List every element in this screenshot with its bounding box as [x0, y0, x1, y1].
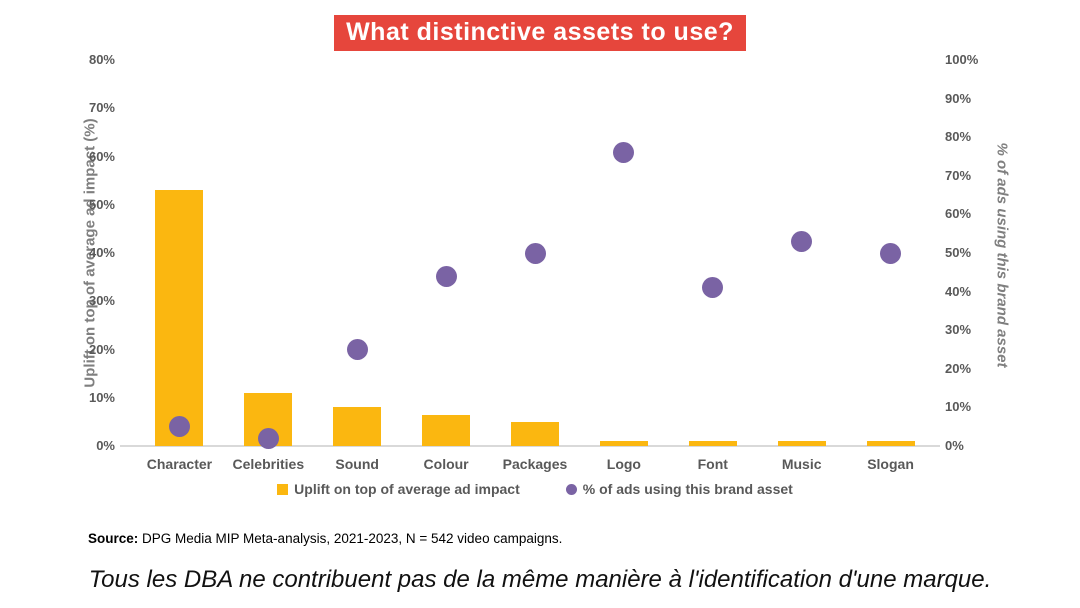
x-label-celebrities: Celebrities	[232, 456, 305, 472]
dot-logo	[613, 142, 635, 164]
x-label-logo: Logo	[606, 456, 641, 472]
title-bar: What distinctive assets to use?	[0, 15, 1080, 51]
left-axis-tick: 20%	[88, 341, 115, 357]
bar-music	[777, 441, 826, 446]
right-axis-tick: 60%	[945, 206, 972, 222]
right-axis-tick: 0%	[945, 438, 964, 453]
legend-item: Uplift on top of average ad impact	[277, 481, 520, 497]
left-axis-tick: 50%	[88, 196, 115, 212]
chart-title: What distinctive assets to use?	[334, 15, 746, 51]
left-axis-tick: 80%	[88, 52, 115, 67]
dot-colour	[435, 265, 457, 287]
right-axis-tick: 30%	[945, 322, 972, 338]
bar-slogan	[866, 441, 915, 446]
x-axis-line	[120, 445, 940, 447]
bar-colour	[422, 414, 471, 446]
x-label-slogan: Slogan	[867, 456, 914, 472]
legend-circle-icon	[565, 483, 577, 495]
left-axis-tick: 30%	[88, 293, 115, 309]
right-axis-tick: 70%	[945, 167, 972, 183]
bar-sound	[333, 407, 382, 446]
x-label-colour: Colour	[423, 456, 469, 472]
dot-slogan	[880, 242, 902, 264]
legend-square-icon	[277, 483, 289, 495]
dot-font	[702, 277, 724, 299]
bar-character	[155, 190, 204, 446]
x-label-packages: Packages	[502, 456, 568, 472]
x-label-font: Font	[697, 456, 728, 472]
left-axis-tick: 60%	[88, 148, 115, 164]
dot-sound	[346, 339, 368, 360]
dot-character	[168, 416, 190, 438]
right-axis-tick: 100%	[945, 52, 979, 67]
left-axis-tick: 10%	[88, 389, 115, 405]
chart-legend: Uplift on top of average ad impact % of a…	[135, 481, 935, 497]
x-label-sound: Sound	[335, 456, 379, 472]
dot-celebrities	[257, 427, 279, 449]
x-label-music: Music	[781, 456, 822, 472]
legend-item: % of ads using this brand asset	[565, 481, 793, 497]
source-note: Source: DPG Media MIP Meta-analysis, 202…	[88, 531, 562, 546]
legend-label: % of ads using this brand asset	[582, 481, 793, 497]
right-axis-tick: 20%	[945, 360, 972, 376]
right-axis-tick: 10%	[945, 399, 972, 415]
legend-label: Uplift on top of average ad impact	[294, 481, 520, 497]
bar-packages	[511, 421, 559, 446]
right-axis-tick: 50%	[945, 245, 972, 260]
takeaway-caption: Tous les DBA ne contribuent pas de la mê…	[88, 566, 992, 593]
left-axis-tick: 0%	[96, 438, 115, 453]
source-text: DPG Media MIP Meta-analysis, 2021-2023, …	[138, 531, 563, 546]
right-axis-tick: 80%	[945, 129, 972, 145]
bar-font	[688, 441, 737, 446]
x-label-character: Character	[146, 456, 213, 472]
left-axis-tick: 40%	[88, 245, 115, 260]
dot-music	[791, 230, 813, 252]
source-label: Source:	[88, 531, 139, 546]
dot-packages	[524, 242, 546, 264]
left-axis-tick: 70%	[88, 100, 115, 116]
chart-area: Uplift on top of average ad impact (%) %…	[82, 52, 1011, 497]
right-axis-tick: 40%	[945, 283, 972, 299]
right-axis-tick: 90%	[945, 90, 972, 106]
bar-logo	[599, 441, 648, 446]
